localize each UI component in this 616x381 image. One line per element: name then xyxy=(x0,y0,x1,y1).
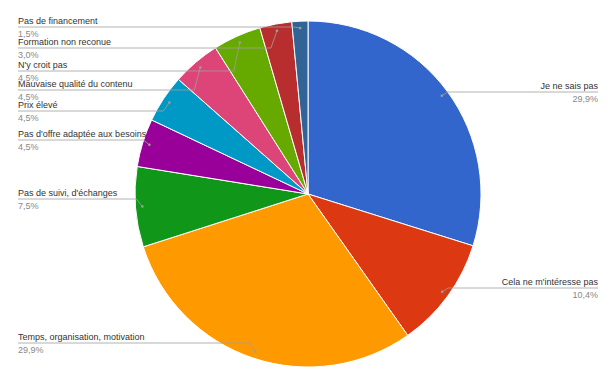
category-label: Pas de suivi, d'échanges xyxy=(18,188,118,198)
category-label: Je ne sais pas xyxy=(540,81,598,91)
value-label: 29,9% xyxy=(572,94,598,104)
value-label: 4,5% xyxy=(18,92,39,102)
category-label: Temps, organisation, motivation xyxy=(18,332,145,342)
leader-dot xyxy=(299,27,302,30)
leader-dot xyxy=(148,143,151,146)
leader-dot xyxy=(238,41,241,44)
value-label: 4,5% xyxy=(18,113,39,123)
slice xyxy=(292,21,308,194)
leader-dot xyxy=(441,94,444,97)
category-label: Cela ne m'intéresse pas xyxy=(502,277,599,287)
value-label: 29,9% xyxy=(18,345,44,355)
chart: Je ne sais pas 29,9% Cela ne m'intéresse p… xyxy=(0,0,616,381)
value-label: 4,5% xyxy=(18,73,39,83)
value-label: 7,5% xyxy=(18,201,39,211)
category-label: N'y croit pas xyxy=(18,60,68,70)
leader-line xyxy=(18,31,277,48)
pie xyxy=(135,21,481,367)
category-label: Pas d'offre adaptée aux besoins xyxy=(18,129,147,139)
leader-dot xyxy=(141,205,144,208)
value-label: 3,0% xyxy=(18,50,39,60)
category-label: Pas de financement xyxy=(18,16,98,26)
leader-dot xyxy=(276,30,279,33)
value-label: 10,4% xyxy=(572,290,598,300)
leader-dot xyxy=(441,291,444,294)
value-label: 1,5% xyxy=(18,29,39,39)
leader-dot xyxy=(254,350,257,353)
labels: Je ne sais pas 29,9% Cela ne m'intéresse p… xyxy=(18,16,598,355)
leader-line xyxy=(18,27,300,28)
leader-line xyxy=(18,343,255,351)
leader-dot xyxy=(168,101,171,104)
value-label: 4,5% xyxy=(18,142,39,152)
leader-dot xyxy=(199,66,202,69)
